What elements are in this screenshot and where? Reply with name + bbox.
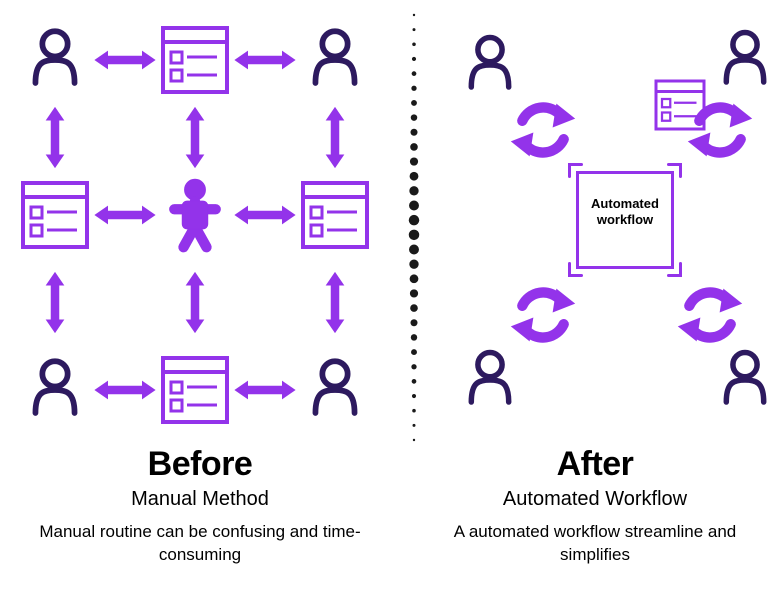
divider-dot <box>412 409 416 413</box>
form-icon <box>303 183 367 247</box>
cycle-arrows-icon <box>512 105 574 156</box>
after-subtitle: Automated Workflow <box>445 488 745 511</box>
person-icon <box>726 353 763 403</box>
divider-dot <box>411 86 416 91</box>
form-icon <box>163 28 227 92</box>
double-arrow-icon <box>94 206 155 225</box>
form-icon <box>163 358 227 422</box>
divider-dot <box>410 157 418 165</box>
divider-dot <box>410 172 419 181</box>
after-center-label: Automated workflow <box>575 196 675 227</box>
divider-dot <box>412 57 416 61</box>
divider-dot <box>413 424 416 427</box>
divider-dot <box>413 28 416 31</box>
divider-dot <box>411 364 416 369</box>
divider-dot <box>411 100 417 106</box>
cycle-arrows-icon <box>512 290 574 341</box>
double-arrow-icon <box>234 381 295 400</box>
double-arrow-icon <box>234 51 295 70</box>
double-arrow-icon <box>186 107 205 168</box>
divider-dot <box>411 334 417 340</box>
divider-dot <box>412 71 417 76</box>
double-arrow-icon <box>94 381 155 400</box>
double-arrow-icon <box>326 272 345 333</box>
divider-dot <box>412 379 417 384</box>
double-arrow-icon <box>186 272 205 333</box>
form-icon <box>23 183 87 247</box>
double-arrow-icon <box>94 51 155 70</box>
before-desc: Manual routine can be confusing and time… <box>30 521 370 567</box>
divider-dot <box>413 14 415 16</box>
person-icon <box>315 31 354 83</box>
person-icon <box>35 361 74 413</box>
divider-dot <box>411 349 417 355</box>
divider-dot <box>412 43 416 47</box>
double-arrow-icon <box>326 107 345 168</box>
before-title: Before <box>30 445 370 484</box>
divider-dot <box>409 201 419 211</box>
divider-dot <box>411 114 417 120</box>
divider-dot <box>412 394 416 398</box>
divider-dot <box>413 439 415 441</box>
double-arrow-icon <box>234 206 295 225</box>
cycle-arrows-icon <box>679 290 741 341</box>
person-icon <box>471 353 508 403</box>
person-icon <box>315 361 354 413</box>
divider-dot <box>409 230 420 241</box>
double-arrow-icon <box>46 272 65 333</box>
divider-dot <box>410 129 417 136</box>
person-icon <box>471 38 508 88</box>
double-arrow-icon <box>46 107 65 168</box>
divider-dot <box>410 274 419 283</box>
divider-dot <box>410 289 418 297</box>
before-subtitle: Manual Method <box>30 488 370 511</box>
divider-dot <box>410 143 418 151</box>
divider-dot <box>409 186 418 195</box>
after-title: After <box>445 445 745 484</box>
divider-dot <box>409 215 420 226</box>
after-desc: A automated workflow streamline and simp… <box>445 521 745 567</box>
divider-dot <box>410 319 417 326</box>
divider-dot <box>409 259 418 268</box>
divider-dot <box>409 245 419 255</box>
person-icon <box>35 31 74 83</box>
divider-dot <box>410 304 418 312</box>
center-person-icon <box>174 179 215 247</box>
person-icon <box>726 33 763 83</box>
